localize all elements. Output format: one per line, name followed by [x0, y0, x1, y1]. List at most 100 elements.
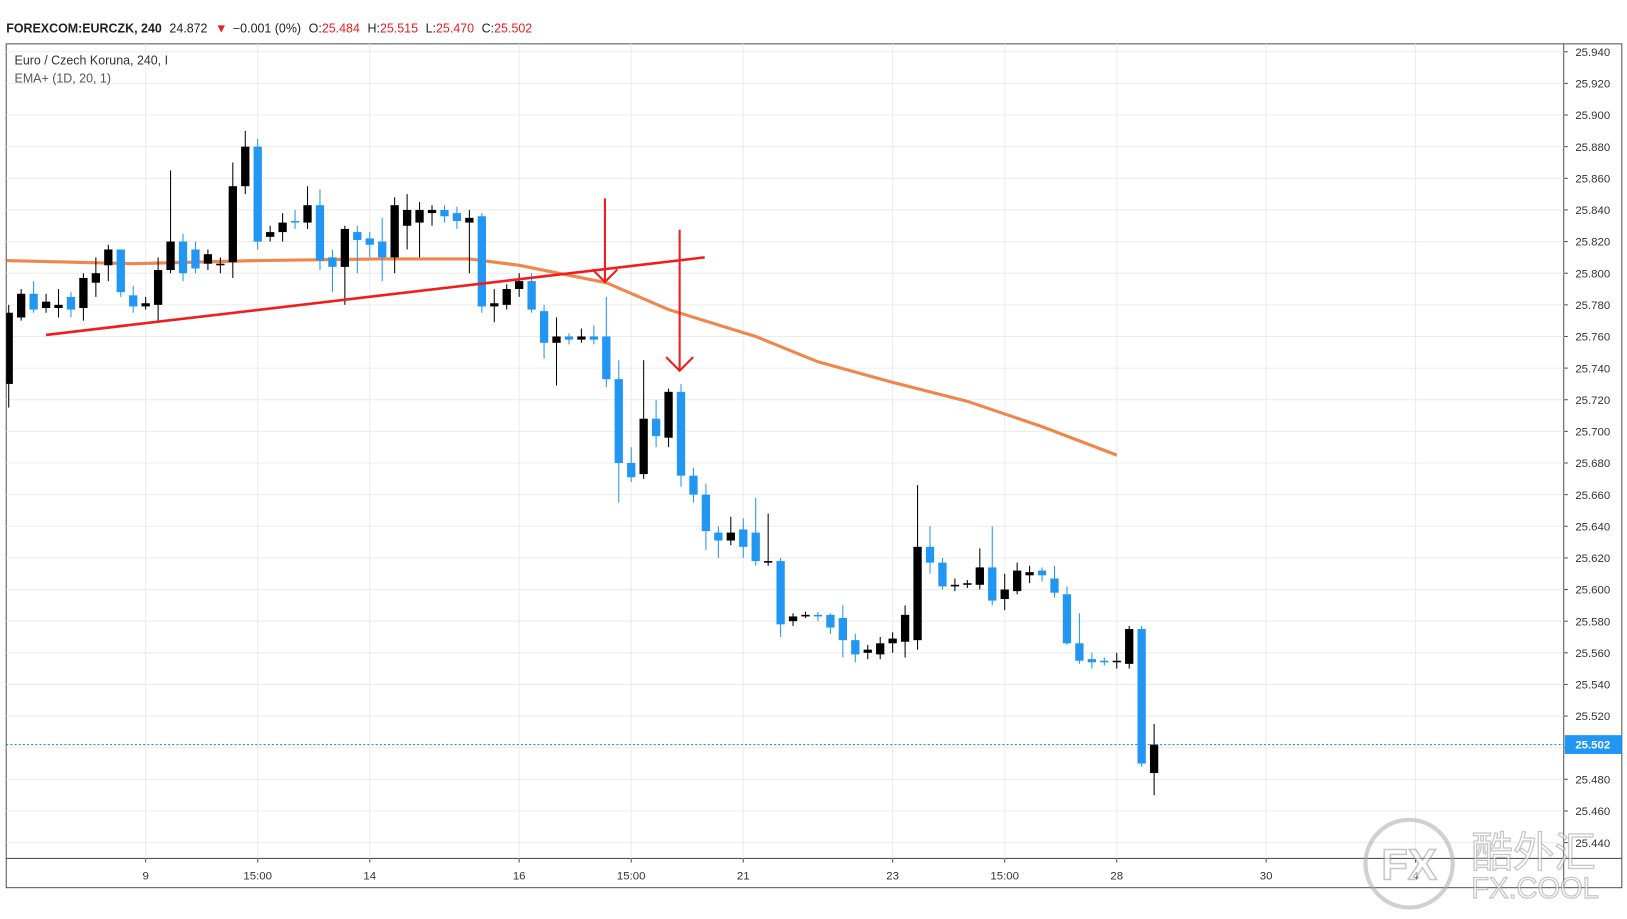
y-tick-label: 25.820: [1575, 237, 1610, 249]
watermark-name: 酷外汇: [1471, 829, 1595, 876]
candle-body: [1037, 570, 1047, 576]
y-tick-label: 25.580: [1575, 616, 1610, 628]
arrows: [591, 198, 694, 373]
h-label: H:: [367, 21, 379, 35]
candle-body: [315, 205, 325, 261]
candle-body: [129, 295, 138, 307]
y-tick-label: 25.640: [1575, 521, 1610, 533]
candle-body: [402, 209, 412, 226]
x-tick-label: 30: [1260, 870, 1273, 882]
candle-body: [900, 614, 910, 642]
candle-body: [41, 301, 51, 309]
candle-body: [440, 209, 449, 217]
o: 25.484: [322, 21, 360, 35]
candle-body: [776, 561, 785, 625]
x-tick-label: 16: [513, 870, 526, 882]
candle-body: [925, 546, 935, 563]
change: −0.001 (0%): [233, 21, 301, 35]
candle-body: [6, 312, 13, 384]
candle-body: [427, 209, 437, 214]
watermark: FX 酷外汇 FX.COOL: [1363, 817, 1599, 910]
candle-body: [266, 232, 275, 237]
candle-body: [1000, 589, 1009, 600]
l: 25.470: [436, 21, 474, 35]
y-tick-label: 25.880: [1575, 142, 1610, 154]
axes: 25.44025.46025.48025.50025.52025.54025.5…: [142, 47, 1622, 882]
x-tick-label: 15:00: [243, 870, 272, 882]
c: 25.502: [494, 21, 532, 35]
candle-body: [290, 221, 300, 223]
candle-body: [1025, 572, 1034, 576]
candle-body: [689, 475, 698, 495]
y-tick-label: 25.600: [1575, 585, 1610, 597]
candle-body: [253, 146, 262, 242]
frame: [5, 43, 1623, 889]
candle-body: [627, 463, 636, 478]
candle-body: [1075, 643, 1084, 661]
watermark-circle: [1363, 817, 1455, 910]
candle-body: [91, 273, 101, 283]
candle-body: [390, 205, 399, 258]
candle-body: [515, 281, 524, 290]
candle-body: [66, 296, 76, 310]
candle-body: [178, 241, 188, 274]
candle-body: [764, 561, 773, 563]
candle-body: [913, 546, 922, 641]
candle-body: [17, 293, 26, 318]
indicator-label: EMA+ (1D, 20, 1): [15, 71, 111, 85]
candle-body: [490, 303, 499, 307]
y-tick-label: 25.940: [1575, 47, 1610, 59]
candle-body: [801, 614, 810, 617]
o-label: O:: [309, 21, 322, 35]
x-tick-label: 9: [142, 870, 148, 882]
candle-body: [465, 217, 474, 223]
candle-body: [228, 186, 237, 263]
symbol: FOREXCOM:EURCZK, 240: [6, 21, 162, 35]
x-tick-label: 28: [1110, 870, 1123, 882]
candle-body: [826, 614, 835, 628]
candle-body: [477, 216, 486, 307]
x-tick-label: 4: [1412, 870, 1419, 882]
trend-line: [45, 256, 705, 337]
candle-body: [602, 336, 611, 380]
y-tick-label: 25.660: [1575, 490, 1610, 502]
c-label: C:: [482, 21, 494, 35]
y-tick-label: 25.800: [1575, 268, 1610, 280]
candle-body: [1112, 660, 1121, 663]
x-tick-label: 15:00: [617, 870, 646, 882]
candle-body: [1062, 594, 1072, 644]
candle-body: [950, 584, 960, 587]
grid: [6, 43, 1564, 859]
candle-body: [813, 614, 823, 617]
candle-body: [614, 379, 623, 464]
candle-body: [651, 418, 661, 437]
l-label: L:: [426, 21, 436, 35]
x-tick-label: 21: [737, 870, 750, 882]
candle-body: [938, 562, 947, 587]
candle-body: [116, 249, 125, 293]
candle-body: [876, 643, 885, 655]
candle-body: [79, 277, 88, 309]
candle-body: [726, 532, 735, 541]
y-tick-label: 25.460: [1575, 806, 1610, 818]
last-price-label: 25.502: [1575, 740, 1610, 752]
last-price-box: [1564, 735, 1622, 754]
candle-body: [664, 391, 673, 438]
y-tick-label: 25.760: [1575, 332, 1610, 344]
candle-body: [1050, 578, 1059, 593]
y-tick-label: 25.440: [1575, 838, 1610, 850]
candle-body: [340, 228, 350, 267]
candle-body: [365, 238, 374, 245]
candle-body: [788, 616, 798, 622]
y-tick-label: 25.560: [1575, 648, 1610, 660]
watermark-logo: FX: [1381, 840, 1437, 889]
candle-body: [589, 336, 599, 340]
candle-body: [676, 391, 686, 476]
candle-body: [303, 205, 312, 223]
y-tick-label: 25.700: [1575, 427, 1610, 439]
candle-body: [552, 336, 561, 343]
candle-body: [216, 263, 225, 266]
candle-body: [203, 254, 213, 264]
